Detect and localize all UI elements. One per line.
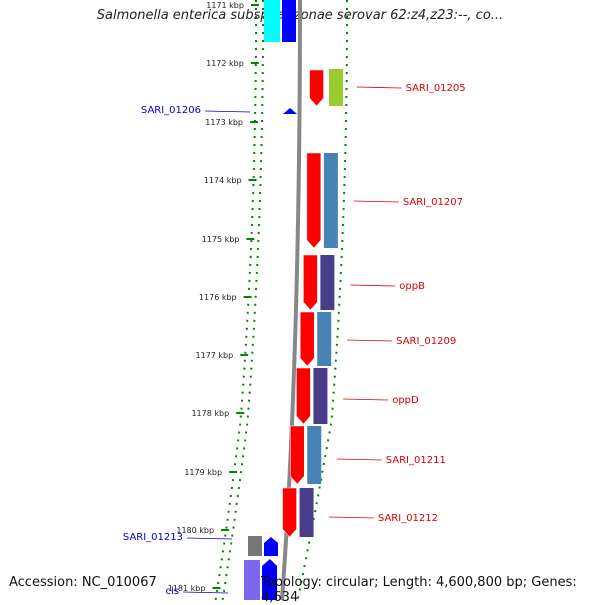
gene-label-forward: SARI_01205 <box>406 83 466 94</box>
tick-label: 1178 kbp <box>191 409 229 418</box>
gene-label-reverse: SARI_01206 <box>141 105 201 116</box>
tick-label: 1171 kbp <box>206 1 244 10</box>
forward-cds-arrow <box>296 367 311 425</box>
gene-label-forward: SARI_01209 <box>396 336 456 347</box>
gene-label-forward: SARI_01207 <box>403 197 463 208</box>
cyan-feature-block <box>264 0 280 42</box>
gene-label-forward: SARI_01211 <box>386 455 446 466</box>
reverse-cds-arrow <box>264 537 278 556</box>
label-leader-line <box>350 284 396 287</box>
gene-labels: SARI_01205 SARI_01207 oppB SARI_01209 oppD SA… <box>123 83 466 597</box>
label-leader-line <box>328 516 374 519</box>
gene-label-reverse: cls <box>166 586 180 597</box>
cog-feature-block <box>317 312 332 366</box>
tick-label: 1174 kbp <box>204 176 242 185</box>
tick-label: 1176 kbp <box>199 293 237 302</box>
forward-cds-arrow <box>299 311 315 367</box>
gene-label-forward: oppB <box>399 281 425 292</box>
cog-feature-block <box>307 426 322 484</box>
gene-label-forward: SARI_01212 <box>378 513 438 524</box>
forward-cds-arrow <box>282 487 297 538</box>
tick-marks: 1171 kbp 1172 kbp 1173 kbp 1174 kbp 1175 kbp… <box>168 1 259 593</box>
reverse-cds-block <box>282 0 296 42</box>
label-leader-line <box>186 537 233 540</box>
forward-cds-arrow <box>306 152 322 249</box>
label-leader-line <box>343 398 389 401</box>
tick-label: 1181 kbp <box>168 584 206 593</box>
summary-text: Topology: circular; Length: 4,600,800 bp… <box>261 575 577 605</box>
label-leader-line <box>182 591 229 594</box>
tick-label: 1177 kbp <box>196 351 234 360</box>
gene-label-reverse: SARI_01213 <box>123 532 183 543</box>
reverse-cds-arrow <box>283 108 297 114</box>
slate-feature-block <box>244 560 260 600</box>
forward-cds-arrow <box>309 69 324 107</box>
gray-feature-block <box>248 536 262 556</box>
cog-feature-block <box>323 153 338 248</box>
cog-feature-block <box>329 69 343 106</box>
reverse-cds-arrow <box>262 559 277 600</box>
label-leader-line <box>336 458 382 461</box>
label-leader-line <box>347 339 393 342</box>
tick-label: 1175 kbp <box>202 235 240 244</box>
forward-cds-arrow <box>303 254 318 311</box>
forward-cds-arrow <box>290 425 305 485</box>
accession-text: Accession: NC_010067 <box>9 575 157 590</box>
label-leader-line <box>353 200 399 203</box>
gene-label-forward: oppD <box>392 395 419 406</box>
cog-feature-block <box>299 488 314 537</box>
tick-label: 1173 kbp <box>205 118 243 127</box>
tick-label: 1179 kbp <box>184 468 222 477</box>
tick-label: 1180 kbp <box>176 526 214 535</box>
gene-features <box>244 0 343 600</box>
label-leader-line <box>204 110 251 113</box>
cog-feature-block <box>320 255 335 310</box>
label-leader-line <box>356 86 402 89</box>
tick-label: 1172 kbp <box>206 59 244 68</box>
cog-feature-block <box>313 368 328 424</box>
